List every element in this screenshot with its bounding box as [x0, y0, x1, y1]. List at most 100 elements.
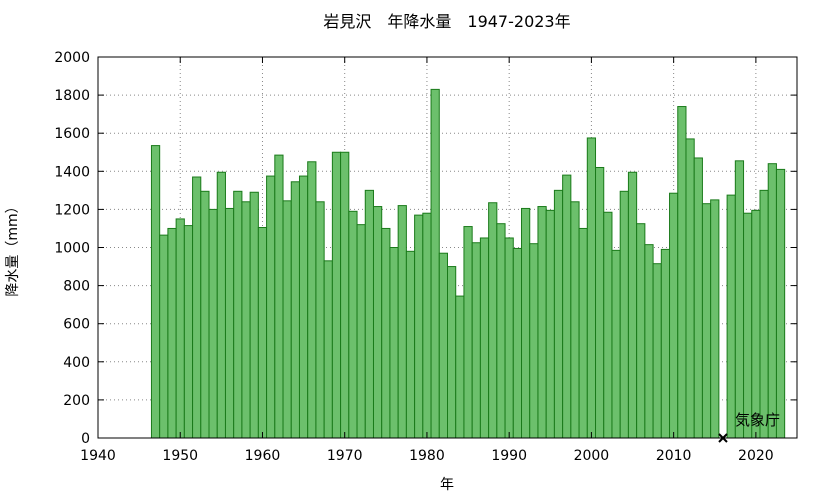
chart-title: 岩見沢 年降水量 1947-2023年 [323, 12, 570, 31]
missing-marker-stroke [718, 433, 728, 443]
bar-2007 [644, 244, 654, 439]
x-tick-label: 2010 [656, 448, 692, 464]
bar-1978 [405, 250, 416, 439]
bar-1980 [422, 212, 432, 439]
bar-1984 [455, 295, 465, 439]
bar-2023 [775, 168, 786, 439]
bar-2012 [685, 138, 695, 439]
x-tick-label: 1950 [162, 448, 198, 464]
bar-1986 [471, 242, 481, 439]
bar-1960 [257, 226, 268, 439]
bar-1996 [553, 189, 564, 439]
x-tick-label: 1980 [409, 448, 445, 464]
bar-1955 [216, 171, 226, 439]
bar-1983 [447, 266, 457, 439]
bar-1991 [512, 247, 523, 439]
y-tick-label: 1400 [54, 164, 90, 180]
bar-2002 [603, 211, 613, 439]
bar-1977 [397, 205, 407, 439]
bar-2014 [701, 203, 712, 439]
source-label: 気象庁 [735, 411, 780, 429]
bar-1961 [266, 175, 276, 439]
bar-1962 [274, 154, 284, 439]
bar-1988 [488, 202, 498, 439]
missing-data-marker [718, 433, 728, 443]
bar-1982 [438, 252, 448, 439]
bar-1998 [570, 201, 580, 439]
bar-1992 [521, 207, 531, 439]
y-tick-label: 400 [63, 355, 90, 371]
bar-1954 [208, 208, 218, 439]
bar-1972 [356, 224, 366, 439]
bar-2001 [595, 166, 605, 439]
bar-1993 [529, 243, 539, 439]
y-axis-title: 降水量（mm） [5, 199, 21, 296]
plot-frame [97, 56, 798, 439]
bar-1970 [340, 151, 350, 439]
bar-1949 [167, 227, 177, 439]
y-tick-label: 1600 [54, 126, 90, 142]
bar-1950 [175, 218, 185, 439]
bar-2022 [767, 163, 777, 439]
bar-1958 [241, 201, 251, 439]
bar-1967 [315, 201, 325, 439]
bar-2000 [586, 137, 597, 439]
bar-1969 [331, 151, 342, 439]
bar-1957 [233, 190, 243, 439]
bar-2011 [677, 106, 687, 439]
bar-2020 [751, 209, 761, 439]
bar-1974 [372, 206, 383, 439]
bar-1959 [249, 191, 259, 439]
bar-1997 [562, 174, 572, 439]
y-tick-label: 2000 [54, 50, 90, 66]
bar-1973 [364, 189, 374, 439]
bar-2019 [743, 212, 753, 439]
bar-1953 [200, 190, 210, 439]
bar-2006 [636, 223, 646, 439]
y-tick-label: 1800 [54, 88, 90, 104]
bar-2017 [726, 194, 736, 439]
bar-1975 [381, 227, 391, 439]
bar-2010 [669, 192, 679, 439]
bar-1976 [389, 247, 399, 439]
bar-2021 [759, 189, 769, 439]
x-axis-ticks: 1940 1950 1960 1970 1980 1990 2000 2010 2020 [80, 57, 774, 464]
bar-1952 [192, 176, 202, 439]
bar-1948 [159, 234, 169, 439]
y-tick-label: 0 [81, 431, 90, 447]
bar-1956 [224, 207, 235, 439]
bar-1990 [504, 237, 514, 439]
bar-1994 [537, 206, 547, 439]
x-tick-label: 1970 [327, 448, 363, 464]
bar-1985 [463, 226, 473, 439]
bar-2018 [734, 160, 745, 439]
bar-1971 [348, 210, 358, 439]
bar-1963 [282, 200, 292, 439]
x-tick-label: 1990 [491, 448, 527, 464]
bar-1966 [307, 161, 317, 439]
bar-2005 [627, 171, 638, 439]
bar-1995 [545, 209, 555, 439]
bar-2008 [652, 263, 662, 439]
bar-2015 [710, 199, 720, 439]
y-tick-label: 800 [63, 279, 90, 295]
x-tick-label: 2020 [738, 448, 774, 464]
x-tick-label: 1960 [245, 448, 281, 464]
bar-1987 [479, 237, 490, 439]
y-tick-label: 1200 [54, 202, 90, 218]
x-tick-label: 2000 [574, 448, 610, 464]
y-tick-label: 600 [63, 317, 90, 333]
x-tick-label: 1940 [80, 448, 116, 464]
bar-1981 [430, 88, 440, 439]
bar-1989 [496, 223, 506, 439]
bar-1964 [290, 181, 300, 439]
x-axis-title: 年 [440, 477, 454, 493]
y-axis-ticks: 0 200 400 600 800 1000 1200 1400 1600 1800 2000 [54, 50, 797, 447]
bar-2013 [693, 157, 703, 439]
bar-2003 [611, 249, 621, 439]
bar-1999 [578, 227, 588, 439]
bar-series [150, 88, 786, 439]
bar-1951 [183, 225, 194, 439]
bar-1965 [298, 175, 309, 439]
